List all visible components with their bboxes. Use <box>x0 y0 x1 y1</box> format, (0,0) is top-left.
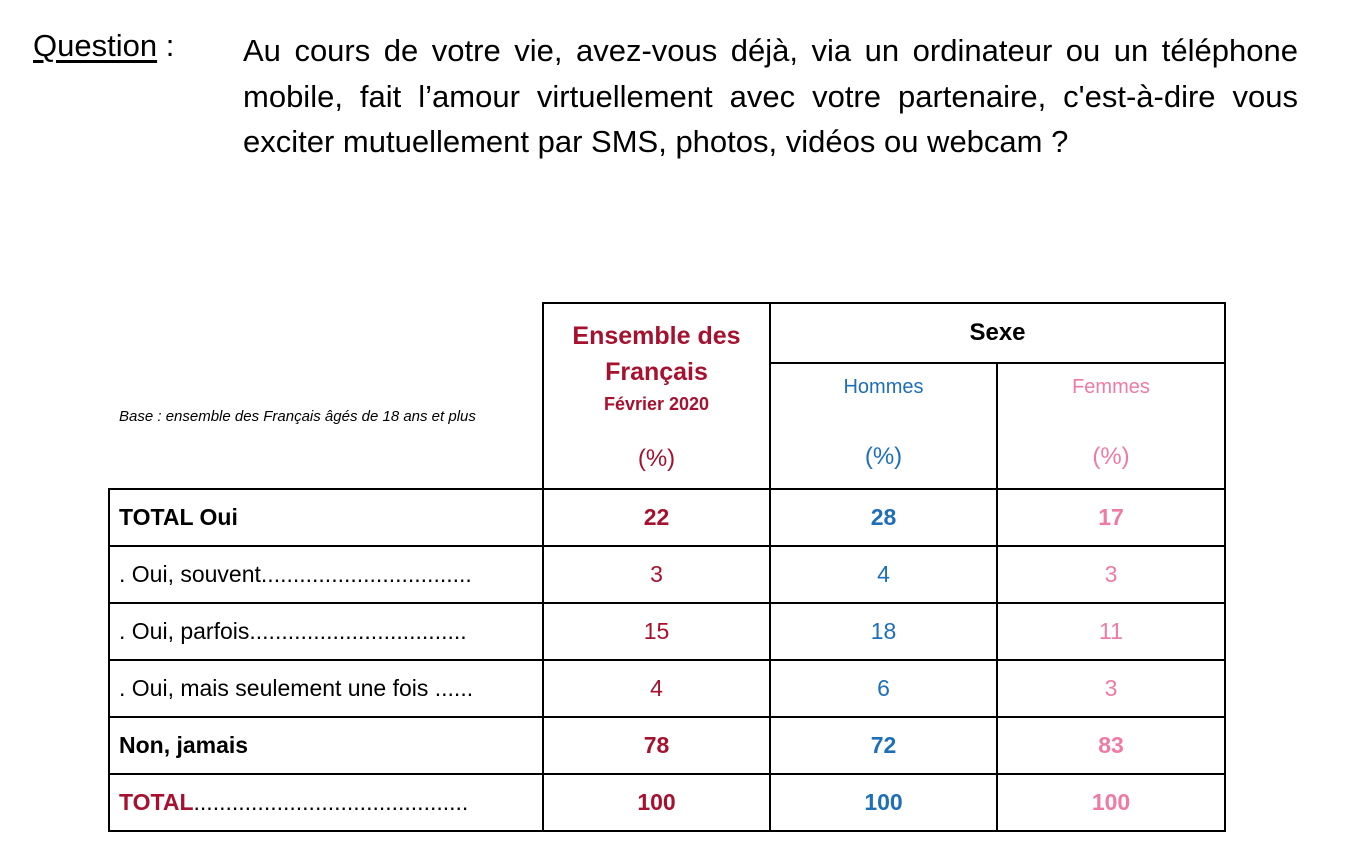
cell-hommes: 18 <box>769 602 998 661</box>
table-row: . Oui, mais seulement une fois ...... 4 … <box>108 659 1226 718</box>
header-ensemble-pct: (%) <box>637 444 676 472</box>
question-text: Au cours de votre vie, avez-vous déjà, v… <box>243 33 1298 159</box>
cell-hommes: 28 <box>769 488 998 547</box>
cell-ensemble: 100 <box>542 773 771 832</box>
table-corner: Base : ensemble des Français âgés de 18 … <box>109 303 544 489</box>
header-hommes-pct: (%) <box>864 442 903 470</box>
cell-hommes: 4 <box>769 545 998 604</box>
table-row: . Oui, parfois..........................… <box>108 602 1226 661</box>
cell-femmes: 3 <box>996 659 1226 718</box>
row-label: . Oui, souvent..........................… <box>108 545 544 604</box>
cell-femmes: 100 <box>996 773 1226 832</box>
row-label: Non, jamais <box>108 716 544 775</box>
cell-ensemble: 4 <box>542 659 771 718</box>
row-label: TOTAL Oui <box>108 488 544 547</box>
table-row: TOTAL Oui 22 28 17 <box>108 488 1226 547</box>
base-note: Base : ensemble des Français âgés de 18 … <box>119 408 476 425</box>
header-ensemble-line1: Ensemble des <box>572 321 741 350</box>
question-label: Question : <box>33 28 175 63</box>
header-femmes-pct: (%) <box>1092 442 1130 470</box>
header-femmes-label: Femmes <box>1072 375 1150 398</box>
header-ensemble-line2: Français <box>605 357 708 386</box>
cell-ensemble: 22 <box>542 488 771 547</box>
header-hommes-label: Hommes <box>843 375 924 398</box>
cell-femmes: 83 <box>996 716 1226 775</box>
header-hommes: Hommes (%) <box>769 362 998 490</box>
cell-hommes: 100 <box>769 773 998 832</box>
cell-hommes: 6 <box>769 659 998 718</box>
header-femmes: Femmes (%) <box>996 362 1226 490</box>
results-table: Base : ensemble des Français âgés de 18 … <box>108 302 1226 832</box>
cell-ensemble: 3 <box>542 545 771 604</box>
cell-femmes: 3 <box>996 545 1226 604</box>
cell-femmes: 11 <box>996 602 1226 661</box>
table-row: . Oui, souvent..........................… <box>108 545 1226 604</box>
header-ensemble: Ensemble des Français Février 2020 (%) <box>542 302 771 490</box>
row-label-total: TOTAL...................................… <box>108 773 544 832</box>
cell-femmes: 17 <box>996 488 1226 547</box>
header-date: Février 2020 <box>603 393 710 414</box>
cell-hommes: 72 <box>769 716 998 775</box>
cell-ensemble: 78 <box>542 716 771 775</box>
row-label: . Oui, parfois..........................… <box>108 602 544 661</box>
table-row: TOTAL...................................… <box>108 773 1226 832</box>
row-label: . Oui, mais seulement une fois ...... <box>108 659 544 718</box>
cell-ensemble: 15 <box>542 602 771 661</box>
header-sexe: Sexe <box>769 302 1226 364</box>
table-row: Non, jamais 78 72 83 <box>108 716 1226 775</box>
